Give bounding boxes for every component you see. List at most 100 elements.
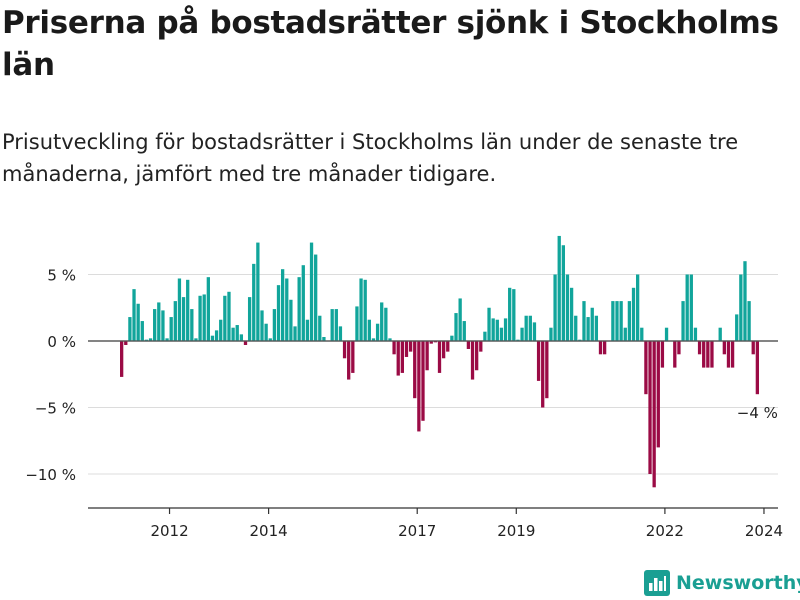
bar [454,313,458,341]
bar [697,341,702,355]
bar [483,331,487,341]
bar [351,341,355,373]
bar [153,309,157,341]
bar [243,341,248,345]
bar [342,341,347,359]
bar [553,274,557,341]
bar [408,341,413,352]
bar [177,278,182,341]
bar [446,341,450,352]
bar [210,335,215,341]
bar [404,341,409,357]
bar [751,341,755,355]
bar [656,341,660,448]
bar [140,321,144,341]
tick-labels: 5 % 0 % −5 % −10 % 2012 2014 2017 2019 2022 2024 −… [25,267,783,541]
bar [285,278,289,341]
bar [611,301,615,341]
bar [371,338,376,341]
bar [730,341,735,368]
bar [739,274,743,341]
bar [586,317,590,341]
bar [557,235,561,341]
bars [88,235,778,488]
bar [227,291,231,341]
bar [710,341,714,368]
x-tick-label: 2014 [250,522,288,540]
bar [602,341,607,355]
bar [186,279,190,341]
bar [289,299,293,341]
bar [582,301,586,341]
newsworthy-logo[interactable]: Newsworthy [644,568,800,598]
bar [355,306,359,341]
bar [648,341,652,474]
bar [264,323,268,341]
bar [157,302,161,341]
bar [347,341,351,380]
bar [380,302,384,341]
bar [528,315,532,341]
bar [495,319,499,341]
bar [260,310,264,341]
bar [169,317,173,341]
bar [305,319,310,341]
bar [256,242,260,341]
bar [615,301,619,341]
bar [503,318,508,341]
bar [194,338,198,341]
bar [437,341,442,373]
bar [214,330,219,341]
bar [375,323,380,341]
bar [627,301,632,341]
bar [252,263,256,341]
bar [598,341,603,355]
bar [479,341,483,352]
bar [235,325,239,341]
bar [660,341,665,368]
bar [392,341,396,355]
x-tick-label: 2022 [646,522,684,540]
bar [520,327,524,341]
bar [272,309,277,341]
bar [640,327,644,341]
bar [318,315,322,341]
bar [202,294,206,341]
bar [524,315,528,341]
bar [466,341,471,349]
bar [681,301,685,341]
bar [578,339,582,341]
bar [689,274,693,341]
bar [664,327,669,341]
bar [396,341,400,376]
bar [726,341,731,368]
bar [190,309,194,341]
y-tick-label: −10 % [25,466,76,484]
bar [561,245,565,341]
bar [314,254,318,341]
bar [297,277,301,341]
gridlines [88,274,778,475]
bar [516,339,520,341]
bar [148,338,153,341]
x-tick-label: 2012 [150,522,188,540]
bar [644,341,648,395]
y-tick-label: 5 % [47,267,76,285]
bar [549,327,553,341]
bar-chart-logo-icon [644,570,670,596]
chart-title: Priserna på bostadsrätter sjönk i Stockh… [2,5,779,83]
bar [541,341,545,408]
bar [677,341,681,355]
bar [417,341,421,432]
bar [425,341,429,371]
bar [276,285,281,341]
brand-name: Newsworthy [676,572,800,594]
bar [120,341,124,377]
bar [124,341,128,345]
bar [268,338,272,341]
x-tick-label: 2019 [497,522,535,540]
y-tick-label: 0 % [47,333,76,351]
bar [301,265,305,341]
bar [359,278,363,341]
